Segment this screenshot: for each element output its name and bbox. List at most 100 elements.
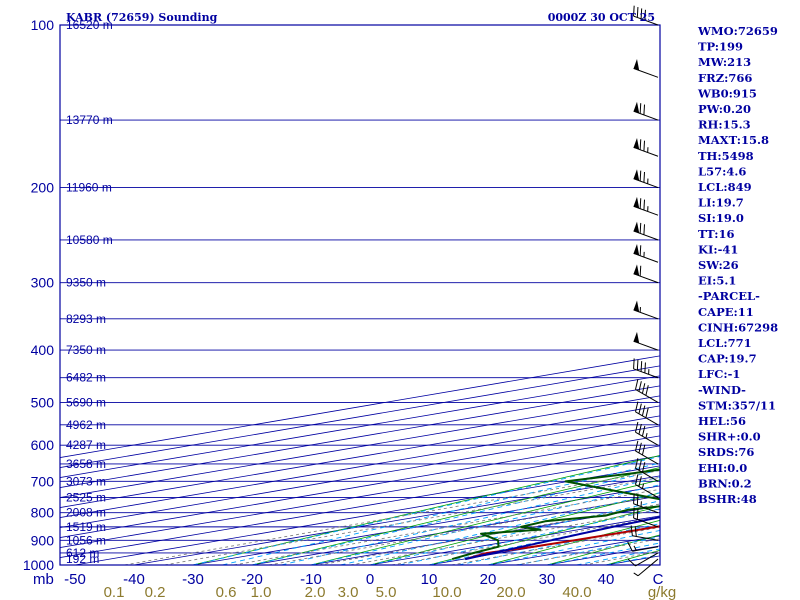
x-unit-label: mb (33, 571, 54, 588)
mixing-ratio-label: 1.0 (251, 584, 272, 600)
mixing-ratio-label: 0.6 (216, 584, 237, 600)
wind-barb (630, 525, 659, 541)
sounding-index: SRDS:76 (698, 445, 754, 459)
sounding-index: BSHR:48 (698, 492, 757, 506)
sounding-index: LFC:-1 (698, 367, 740, 381)
mixing-ratio-label: 40.0 (562, 584, 591, 600)
isotherm-line (60, 435, 660, 538)
mixing-ratio-label: 0.2 (145, 584, 166, 600)
sounding-index: -WIND- (698, 383, 746, 397)
temperature-tick-label: -20 (241, 571, 263, 588)
height-label: 9350 m (66, 276, 106, 290)
pressure-label: 1000 (23, 557, 54, 573)
pressure-label: 700 (31, 473, 55, 489)
mixing-ratio-label: 3.0 (338, 584, 359, 600)
height-label: 11960 m (66, 181, 112, 195)
isotherm-line (60, 395, 660, 498)
isotherm-line (60, 355, 660, 458)
height-label: 7350 m (66, 343, 106, 357)
sounding-index: -PARCEL- (698, 289, 760, 303)
wind-barb (633, 264, 659, 284)
sounding-index: MW:213 (698, 55, 751, 69)
temperature-tick-label: C (653, 571, 664, 588)
sounding-index: EHI:0.0 (698, 461, 747, 475)
isotherm-line (60, 425, 660, 528)
moist-adiabat (576, 548, 660, 565)
height-label: 192 m (66, 552, 99, 566)
wind-barb (633, 243, 659, 263)
temperature-tick-label: 40 (598, 571, 615, 588)
pressure-label: 400 (31, 342, 55, 358)
sounding-index: KI:-41 (698, 242, 738, 256)
wind-barb (633, 196, 659, 216)
wind-barb (633, 59, 659, 78)
mixing-ratio-line (233, 488, 660, 565)
wind-barb (633, 507, 659, 528)
pressure-label: 200 (31, 180, 55, 196)
moist-adiabat (192, 456, 660, 565)
wind-barb (633, 5, 659, 26)
pressure-label: 900 (31, 532, 55, 548)
wind-barb (634, 421, 659, 446)
wind-barb (633, 493, 659, 514)
height-label: 4287 m (66, 438, 106, 452)
wind-barb (627, 552, 659, 567)
height-label: 16520 m (66, 18, 113, 32)
wind-barb (633, 137, 659, 157)
sounding-index: LCL:771 (698, 336, 752, 350)
sounding-index: LI:19.7 (698, 196, 744, 210)
plot-frame (59, 24, 661, 566)
chart-title-right: 0000Z 30 OCT 25 (548, 11, 655, 24)
mixing-ratio-label: 20.0 (496, 584, 525, 600)
isotherm-line (60, 405, 660, 508)
height-label: 5690 m (66, 395, 106, 409)
sounding-index: RH:15.3 (698, 118, 751, 132)
sounding-index: TT:16 (698, 227, 735, 241)
sounding-index: PW:0.20 (698, 102, 751, 116)
dry-adiabat (251, 467, 660, 565)
mixing-ratio-label: g/kg (648, 584, 676, 600)
sounding-index: TH:5498 (698, 149, 754, 163)
height-label: 10580 m (66, 233, 113, 247)
height-label: 1519 m (66, 520, 106, 534)
sounding-index: MAXT:15.8 (698, 133, 769, 147)
sounding-index: STM:357/11 (698, 398, 776, 412)
temperature-tick-label: 10 (421, 571, 438, 588)
background-grid (60, 25, 660, 565)
pressure-label: 800 (31, 505, 55, 521)
sounding-index: WMO:72659 (697, 24, 778, 38)
wind-barb (633, 558, 659, 577)
pressure-label: 500 (31, 394, 55, 410)
mixing-ratio-label: 0.1 (104, 584, 125, 600)
sounding-index: WB0:915 (697, 86, 757, 100)
height-label: 2525 m (66, 491, 106, 505)
sounding-index: EI:5.1 (698, 274, 736, 288)
isotherm-line (74, 465, 660, 565)
wind-barb (634, 379, 659, 403)
sounding-index: CAP:19.7 (698, 352, 757, 366)
height-label: 6482 m (66, 371, 106, 385)
temperature-tick-label: -40 (123, 571, 145, 588)
pressure-label: 600 (31, 437, 55, 453)
temperature-tick-label: -30 (182, 571, 204, 588)
height-label: 13770 m (66, 113, 113, 127)
wind-barb (634, 401, 659, 426)
pressure-label: 100 (31, 17, 55, 33)
height-label: 2008 m (66, 506, 106, 520)
wind-barb (634, 440, 659, 465)
wind-barb (633, 221, 659, 241)
wind-barb (627, 541, 659, 552)
sounding-index: TP:199 (698, 40, 743, 54)
dry-adiabat (546, 534, 660, 565)
height-label: 612 m (66, 546, 99, 560)
temperature-tick-label: -50 (64, 571, 86, 588)
sounding-index: SI:19.0 (698, 211, 744, 225)
sounding-profiles (451, 468, 660, 561)
height-label: 3073 m (66, 474, 106, 488)
height-label: 8293 m (66, 312, 106, 326)
sounding-index: L57:4.6 (698, 164, 746, 178)
sounding-index: CINH:67298 (698, 320, 778, 334)
height-label: 1056 m (66, 533, 106, 547)
sounding-index: LCL:849 (698, 180, 752, 194)
